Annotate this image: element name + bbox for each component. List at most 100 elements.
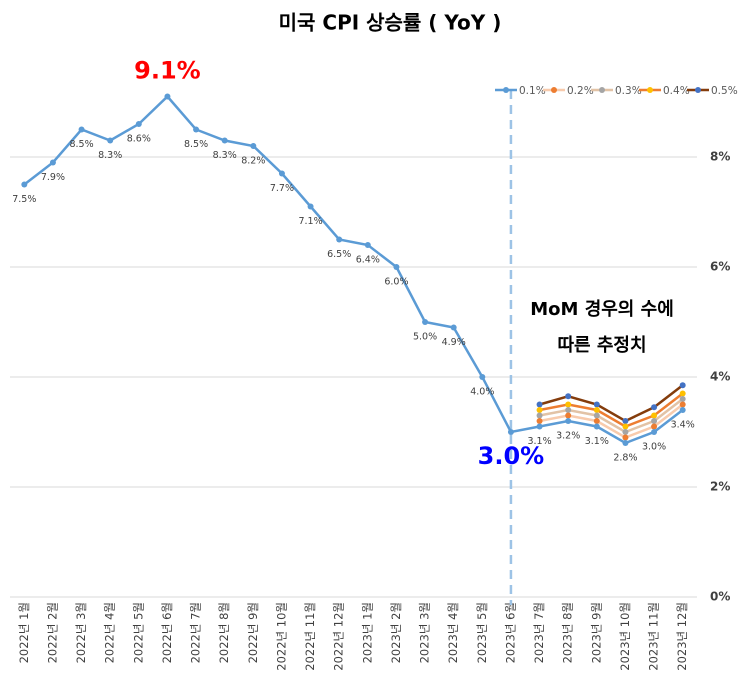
point <box>651 412 658 419</box>
point <box>364 242 371 248</box>
x-tick-label: 2022년 3월 <box>74 602 88 663</box>
legend-label: 0.1% <box>519 85 546 97</box>
point <box>536 401 543 408</box>
y-tick-label: 2% <box>710 480 730 494</box>
note: MoM 경우의 수에 <box>530 299 674 320</box>
point <box>536 407 543 413</box>
data-label: 8.3% <box>213 150 237 161</box>
point <box>536 418 543 424</box>
legend-marker <box>599 87 605 93</box>
x-tick-label: 2023년 1월 <box>360 602 374 663</box>
x-tick-label: 2023년 8월 <box>561 602 575 663</box>
point <box>679 407 686 413</box>
legend-marker <box>503 87 509 93</box>
point <box>679 382 686 389</box>
y-tick-label: 0% <box>710 590 730 604</box>
point <box>565 412 572 419</box>
point <box>21 181 28 188</box>
x-tick-label: 2023년 2월 <box>389 602 403 663</box>
point <box>193 126 200 133</box>
data-label: 8.2% <box>241 156 265 167</box>
point <box>593 407 600 413</box>
x-tick-label: 2022년 12월 <box>332 602 346 671</box>
point <box>622 434 629 441</box>
data-label: 5.0% <box>413 332 437 343</box>
data-label: 7.7% <box>270 183 294 194</box>
point <box>250 143 257 149</box>
point <box>651 404 658 411</box>
point <box>565 393 572 400</box>
x-tick-label: 2022년 2월 <box>45 602 59 663</box>
point <box>679 390 686 397</box>
x-tick-label: 2023년 10월 <box>618 602 632 671</box>
x-tick-label: 2022년 8월 <box>217 602 231 663</box>
legend-marker <box>551 87 557 93</box>
x-tick-label: 2023년 3월 <box>418 602 432 663</box>
x-tick-label: 2023년 9월 <box>589 602 603 663</box>
point <box>536 423 543 430</box>
point <box>135 121 142 127</box>
point <box>593 401 600 408</box>
x-tick-label: 2023년 6월 <box>503 602 517 663</box>
legend-label: 0.2% <box>567 85 594 97</box>
point <box>622 440 629 446</box>
point <box>651 423 658 430</box>
data-label: 6.0% <box>384 277 408 288</box>
data-label: 6.4% <box>356 255 380 266</box>
series-line <box>539 398 684 434</box>
legend-item: 0.2% <box>543 85 594 97</box>
legend-item: 0.3% <box>591 85 642 97</box>
legend-label: 0.4% <box>663 85 690 97</box>
point <box>651 418 658 424</box>
legend-label: 0.3% <box>615 85 642 97</box>
point <box>164 93 171 100</box>
point <box>507 429 514 435</box>
point <box>107 137 114 144</box>
legend-label: 0.5% <box>711 85 738 97</box>
data-label: 7.9% <box>41 172 65 183</box>
data-label: 3.1% <box>585 436 609 447</box>
point <box>479 374 486 380</box>
annotation: 9.1% <box>134 57 201 85</box>
point <box>565 407 572 413</box>
point <box>565 418 572 424</box>
point <box>593 412 600 419</box>
x-tick-label: 2022년 4월 <box>103 602 117 663</box>
point <box>450 324 457 331</box>
x-tick-label: 2022년 1월 <box>17 602 31 663</box>
data-label: 8.6% <box>127 134 151 145</box>
point <box>278 170 285 177</box>
data-label: 7.5% <box>12 194 36 205</box>
data-label: 8.3% <box>98 150 122 161</box>
data-label: 3.1% <box>527 436 551 447</box>
chart-title: 미국 CPI 상승률 ( YoY ) <box>279 11 502 35</box>
annotation: 3.0% <box>478 442 545 470</box>
point <box>565 401 572 408</box>
point <box>622 418 629 424</box>
note: 따른 추정치 <box>557 335 646 356</box>
legend-item: 0.1% <box>495 85 546 97</box>
data-label: 6.5% <box>327 249 351 260</box>
legend-item: 0.5% <box>687 85 738 97</box>
point <box>393 264 400 270</box>
point <box>679 401 686 408</box>
point <box>593 418 600 424</box>
series-line <box>539 392 684 428</box>
point <box>622 423 629 430</box>
x-tick-label: 2023년 7월 <box>532 602 546 663</box>
point <box>422 319 429 325</box>
series-line <box>23 94 684 445</box>
x-tick-label: 2022년 9월 <box>246 602 260 663</box>
point <box>336 236 343 243</box>
legend-item: 0.4% <box>639 85 690 97</box>
point <box>593 423 600 430</box>
point <box>307 203 314 210</box>
point <box>651 429 658 435</box>
legend-marker <box>647 87 653 93</box>
point <box>49 159 56 166</box>
y-tick-label: 4% <box>710 370 730 384</box>
data-label: 7.1% <box>298 216 322 227</box>
x-tick-label: 2022년 5월 <box>131 602 145 663</box>
series-line <box>539 403 684 439</box>
